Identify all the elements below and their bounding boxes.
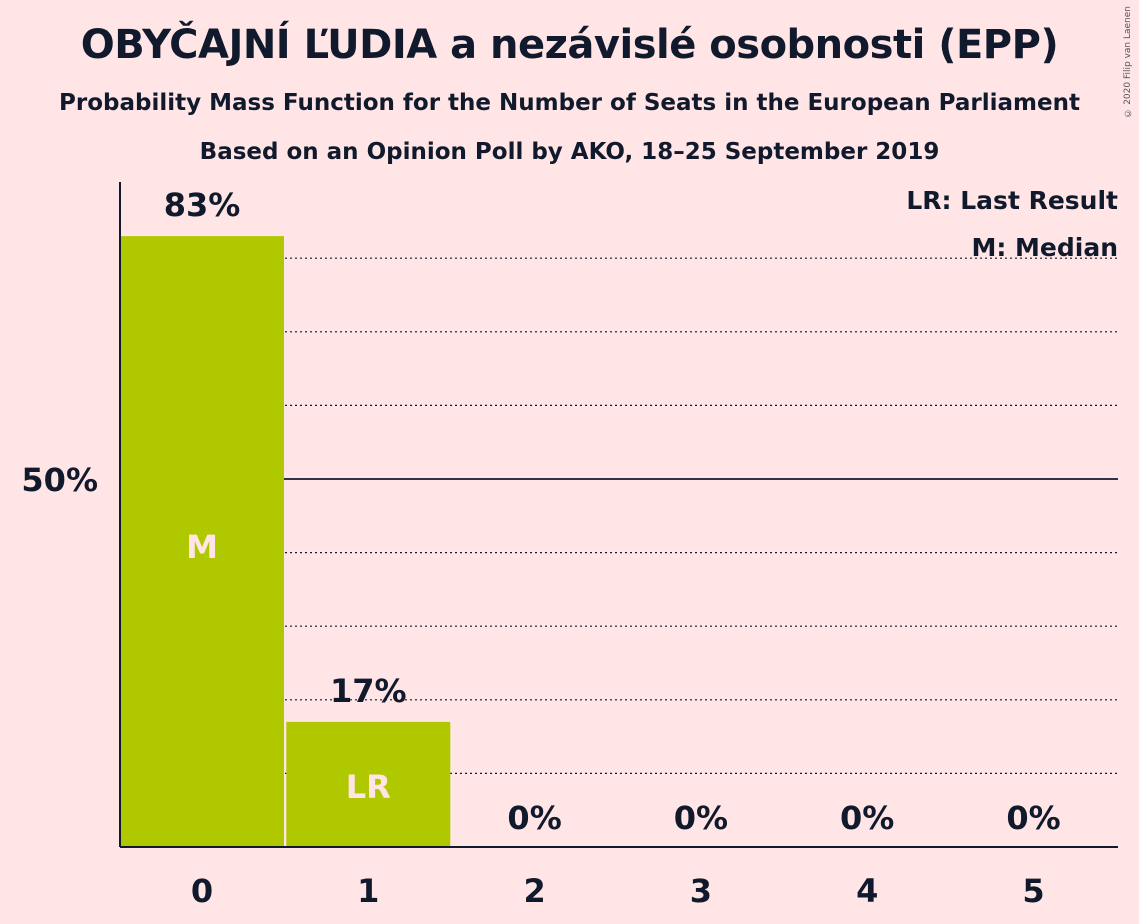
bar-seat-0	[120, 236, 284, 847]
x-tick-label-4: 4	[856, 872, 878, 910]
axes	[119, 182, 1118, 848]
y-tick-label-50: 50%	[21, 461, 98, 499]
chart-subtitle: Probability Mass Function for the Number…	[59, 90, 1080, 116]
x-tick-label-1: 1	[357, 872, 379, 910]
marker-m: M	[186, 528, 218, 566]
labels: 83% 0 M 17% 1 LR 0% 2 0% 3 0% 4 0% 5 50%	[21, 186, 1060, 910]
value-label-4: 0%	[840, 799, 894, 837]
value-label-1: 17%	[330, 672, 407, 710]
value-label-0: 83%	[164, 186, 241, 224]
value-label-5: 0%	[1006, 799, 1060, 837]
bar-seat-1	[286, 721, 451, 847]
x-tick-label-0: 0	[191, 872, 213, 910]
bars	[120, 236, 451, 847]
legend-median: M: Median	[971, 233, 1118, 262]
x-tick-label-3: 3	[690, 872, 712, 910]
gridlines	[120, 257, 1118, 775]
marker-lr: LR	[346, 768, 391, 806]
value-label-3: 0%	[674, 799, 728, 837]
chart-title: OBYČAJNÍ ĽUDIA a nezávislé osobnosti (EP…	[80, 22, 1059, 68]
x-tick-label-5: 5	[1022, 872, 1044, 910]
x-tick-label-2: 2	[523, 872, 545, 910]
value-label-2: 0%	[507, 799, 561, 837]
chart-subtitle-poll: Based on an Opinion Poll by AKO, 18–25 S…	[199, 139, 940, 165]
legend-last-result: LR: Last Result	[906, 186, 1118, 215]
